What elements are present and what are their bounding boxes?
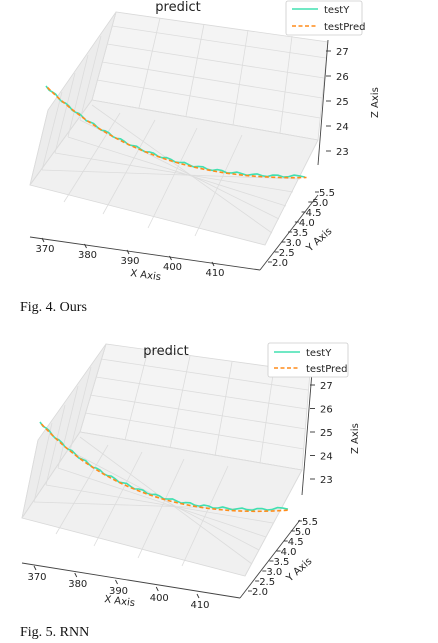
legend: testY testPred xyxy=(267,342,349,378)
x-tick-mark xyxy=(33,565,37,571)
y-tick-label: 3.0 xyxy=(285,238,301,249)
y-tick-label: 4.0 xyxy=(299,218,315,229)
y-tick-label: 3.5 xyxy=(273,557,289,568)
x-tick-mark xyxy=(196,593,200,599)
z-tick-labels: 23 24 25 26 27 xyxy=(310,381,333,486)
z-tick-label: 26 xyxy=(336,72,349,83)
x-axis-label: X Axis xyxy=(104,594,136,609)
x-tick-label: 370 xyxy=(35,244,54,255)
x-tick-label: 410 xyxy=(190,600,209,611)
y-tick-label: 2.0 xyxy=(272,258,288,269)
chart-rnn: 370 380 390 400 410 2.02.53.03.54.04.55.05.5… xyxy=(20,342,361,640)
z-axis-line xyxy=(301,371,313,496)
z-tick-label: 23 xyxy=(320,475,333,486)
x-tick-labels: 370 380 390 400 410 xyxy=(27,565,210,611)
x-tick-label: 380 xyxy=(78,250,97,261)
figure-caption: Fig. 5. RNN xyxy=(20,625,89,640)
legend-label-testY: testY xyxy=(306,348,332,359)
series-testPred-line xyxy=(46,86,307,179)
chart-ours: 370 380 390 400 410 2.02.53.03.54.04.55.05.5… xyxy=(20,0,381,315)
x-tick-mark xyxy=(169,255,172,261)
y-tick-label: 5.0 xyxy=(312,198,328,209)
z-tick-label: 27 xyxy=(320,381,333,392)
z-tick-label: 24 xyxy=(320,452,333,463)
y-tick-label: 2.0 xyxy=(252,587,268,598)
chart-title: predict xyxy=(143,344,188,359)
grid-lines xyxy=(21,343,309,577)
x-tick-label: 410 xyxy=(205,268,224,279)
x-tick-mark xyxy=(74,572,78,578)
legend-label-testPred: testPred xyxy=(306,364,347,375)
y-tick-label: 5.5 xyxy=(302,517,318,528)
series-testY-line xyxy=(39,421,289,512)
y-tick-label: 5.5 xyxy=(319,188,335,199)
z-axis-line xyxy=(317,39,329,166)
x-tick-mark xyxy=(115,579,118,585)
y-axis-label: Y Axis xyxy=(304,226,334,255)
x-tick-labels: 370 380 390 400 410 xyxy=(35,237,225,279)
x-tick-label: 400 xyxy=(150,593,169,604)
z-tick-label: 26 xyxy=(320,405,333,416)
x-tick-mark xyxy=(126,249,130,255)
figure-caption: Fig. 4. Ours xyxy=(20,300,87,315)
y-tick-label: 4.5 xyxy=(288,537,304,548)
y-tick-label: 3.0 xyxy=(266,567,282,578)
x-tick-label: 390 xyxy=(120,256,139,267)
series-testPred-line xyxy=(40,423,290,513)
z-tick-label: 27 xyxy=(336,47,349,58)
y-tick-label: 4.5 xyxy=(306,208,322,219)
z-tick-label: 25 xyxy=(336,97,349,108)
x-tick-label: 380 xyxy=(68,579,87,590)
x-tick-label: 390 xyxy=(109,586,128,597)
legend-label-testY: testY xyxy=(324,5,350,16)
y-tick-labels: 2.02.53.03.54.04.55.05.5 xyxy=(248,517,318,598)
x-axis-line xyxy=(29,236,261,271)
y-tick-labels: 2.02.53.03.54.04.55.05.5 xyxy=(268,188,335,269)
legend: testY testPred xyxy=(285,0,365,36)
y-tick-label: 5.0 xyxy=(295,527,311,538)
y-tick-label: 2.5 xyxy=(259,577,275,588)
y-axis-line xyxy=(259,194,319,271)
chart-title: predict xyxy=(155,0,200,15)
x-axis-line xyxy=(21,562,241,599)
grid-lines xyxy=(29,11,327,246)
z-tick-label: 25 xyxy=(320,428,333,439)
x-tick-label: 370 xyxy=(27,572,46,583)
z-tick-label: 23 xyxy=(336,147,349,158)
x-tick-label: 400 xyxy=(163,262,182,273)
x-tick-mark xyxy=(211,261,215,267)
y-axis-line xyxy=(239,519,301,599)
x-axis-label: X Axis xyxy=(130,268,162,283)
y-tick-label: 4.0 xyxy=(281,547,297,558)
x-tick-mark xyxy=(84,243,87,249)
z-axis-label: Z Axis xyxy=(370,87,381,118)
y-tick-label: 2.5 xyxy=(279,248,295,259)
x-tick-mark xyxy=(41,237,45,243)
y-tick-label: 3.5 xyxy=(292,228,308,239)
z-axis-label: Z Axis xyxy=(350,423,361,454)
z-tick-label: 24 xyxy=(336,122,349,133)
legend-label-testPred: testPred xyxy=(324,22,365,33)
x-tick-mark xyxy=(155,586,159,592)
z-tick-labels: 23 24 25 26 27 xyxy=(326,47,349,158)
